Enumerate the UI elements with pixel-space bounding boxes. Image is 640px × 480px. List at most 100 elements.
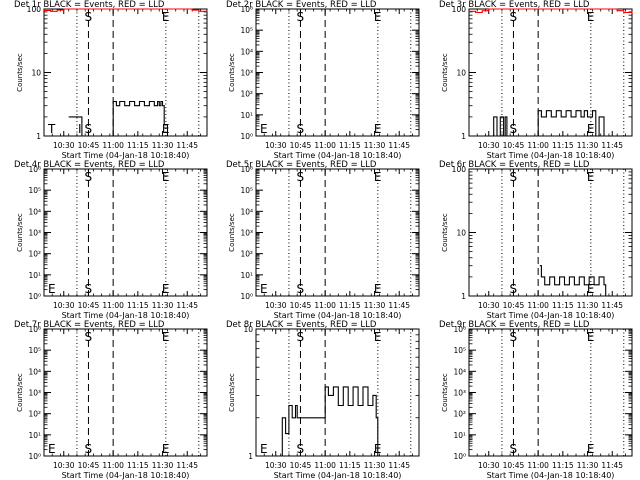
y-tick-label: 100	[27, 5, 42, 14]
x-tick-label: 10:30	[265, 301, 287, 310]
y-tick-label: 1	[248, 452, 253, 461]
y-tick-label: 10¹	[28, 271, 41, 280]
marker-label-top: S	[296, 330, 304, 344]
chart-title: Det 3r BLACK = Events, RED = LLD	[439, 0, 590, 10]
plot-frame	[255, 328, 420, 457]
marker-label-bottom: S	[84, 282, 92, 296]
x-axis-label: Start Time (04-Jan-18 10:18:40)	[274, 311, 402, 320]
y-tick-label: 10⁶	[240, 165, 253, 174]
marker-label-bottom: S	[296, 282, 304, 296]
x-tick-label: 11:15	[127, 461, 149, 470]
x-tick-label: 11:00	[102, 301, 124, 310]
marker-label-bottom: E	[587, 122, 595, 136]
x-tick-label: 11:45	[388, 461, 410, 470]
x-tick-label: 11:15	[339, 141, 361, 150]
y-tick-label: 10¹	[240, 271, 253, 280]
y-tick-label: 10⁰	[28, 292, 41, 301]
y-tick-label: 10⁶	[28, 165, 41, 174]
x-tick-label: 10:30	[265, 461, 287, 470]
x-axis-label: Start Time (04-Jan-18 10:18:40)	[487, 311, 615, 320]
x-tick-label: 10:45	[503, 141, 525, 150]
x-tick-label: 11:30	[152, 301, 174, 310]
x-tick-label: 11:15	[552, 461, 574, 470]
y-tick-label: 10⁴	[453, 367, 466, 376]
x-tick-label: 10:45	[78, 141, 100, 150]
segment-label: T	[47, 122, 56, 136]
x-tick-label: 11:15	[552, 301, 574, 310]
y-tick-label: 10³	[453, 389, 466, 398]
x-tick-label: 11:15	[552, 141, 574, 150]
chart-panel: Det 7r BLACK = Events, RED = LLD Counts/s…	[14, 320, 208, 480]
y-tick-label: 1	[461, 132, 466, 141]
marker-label-bottom: S	[509, 122, 517, 136]
data-series-line	[44, 8, 208, 12]
chart-panel: Det 9r BLACK = Events, RED = LLD Counts/s…	[439, 320, 633, 480]
marker-label-top: E	[587, 170, 595, 184]
marker-label-bottom: S	[296, 122, 304, 136]
marker-label-top: S	[84, 170, 92, 184]
marker-label-top: E	[374, 10, 382, 24]
chart-title: Det 2r BLACK = Events, RED = LLD	[226, 0, 377, 10]
x-tick-label: 11:15	[339, 461, 361, 470]
y-tick-label: 10	[456, 229, 466, 238]
y-axis-label: Counts/sec	[228, 53, 236, 92]
y-tick-label: 10⁵	[240, 186, 253, 195]
x-tick-label: 11:45	[388, 301, 410, 310]
chart-panel: Det 4r BLACK = Events, RED = LLD Counts/s…	[14, 160, 208, 320]
y-tick-label: 10²	[28, 250, 41, 259]
x-tick-label: 11:00	[527, 461, 549, 470]
x-axis-label: Start Time (04-Jan-18 10:18:40)	[62, 311, 190, 320]
marker-label-bottom: E	[162, 122, 170, 136]
y-tick-label: 10⁰	[453, 452, 466, 461]
y-tick-label: 1	[36, 132, 41, 141]
y-tick-label: 10⁶	[453, 325, 466, 334]
marker-label-top: E	[162, 330, 170, 344]
y-tick-label: 10	[31, 69, 41, 78]
x-tick-label: 11:00	[102, 461, 124, 470]
chart-panel: Det 5r BLACK = Events, RED = LLD Counts/s…	[226, 160, 420, 320]
x-tick-label: 11:00	[102, 141, 124, 150]
chart-panel: Det 6r BLACK = Events, RED = LLD Counts/s…	[439, 160, 633, 320]
y-tick-label: 10⁰	[28, 452, 41, 461]
y-tick-label: 10³	[240, 229, 253, 238]
x-tick-label: 10:30	[53, 141, 75, 150]
x-tick-label: 11:30	[577, 141, 599, 150]
marker-label-top: E	[374, 330, 382, 344]
segment-label: I	[78, 122, 82, 136]
marker-label-bottom: S	[509, 282, 517, 296]
y-axis-label: Counts/sec	[228, 213, 236, 252]
marker-label-bottom: E	[587, 282, 595, 296]
chart-title: Det 9r BLACK = Events, RED = LLD	[439, 320, 590, 330]
x-tick-label: 11:30	[577, 301, 599, 310]
segment-label: E	[260, 442, 268, 456]
y-tick-label: 100	[452, 165, 467, 174]
x-tick-label: 10:30	[478, 301, 500, 310]
y-tick-label: 10⁵	[28, 346, 41, 355]
y-axis-label: Counts/sec	[16, 213, 24, 252]
plot-frame	[43, 168, 208, 297]
y-tick-label: 10¹	[453, 431, 466, 440]
chart-panel: Det 3r BLACK = Events, RED = LLD Counts/s…	[439, 0, 633, 160]
data-series-line	[490, 110, 605, 137]
y-tick-label: 10³	[240, 69, 253, 78]
y-tick-label: 1	[461, 292, 466, 301]
y-tick-label: 10²	[240, 90, 253, 99]
marker-label-bottom: E	[374, 282, 382, 296]
x-tick-label: 10:45	[503, 461, 525, 470]
segment-label: E	[48, 442, 56, 456]
y-tick-label: 10⁴	[240, 47, 253, 56]
marker-label-bottom: E	[374, 122, 382, 136]
y-tick-label: 10³	[28, 229, 41, 238]
x-tick-label: 11:30	[152, 461, 174, 470]
x-tick-label: 11:45	[388, 141, 410, 150]
marker-label-bottom: S	[509, 442, 517, 456]
chart-panel: Det 8r BLACK = Events, RED = LLD Counts/s…	[226, 320, 420, 480]
segment-label: E	[260, 122, 268, 136]
y-tick-label: 10⁰	[240, 132, 253, 141]
marker-label-bottom: E	[587, 442, 595, 456]
data-series-line	[539, 265, 607, 296]
y-axis-label: Counts/sec	[441, 373, 449, 412]
marker-label-top: E	[587, 330, 595, 344]
x-axis-label: Start Time (04-Jan-18 10:18:40)	[487, 151, 615, 160]
